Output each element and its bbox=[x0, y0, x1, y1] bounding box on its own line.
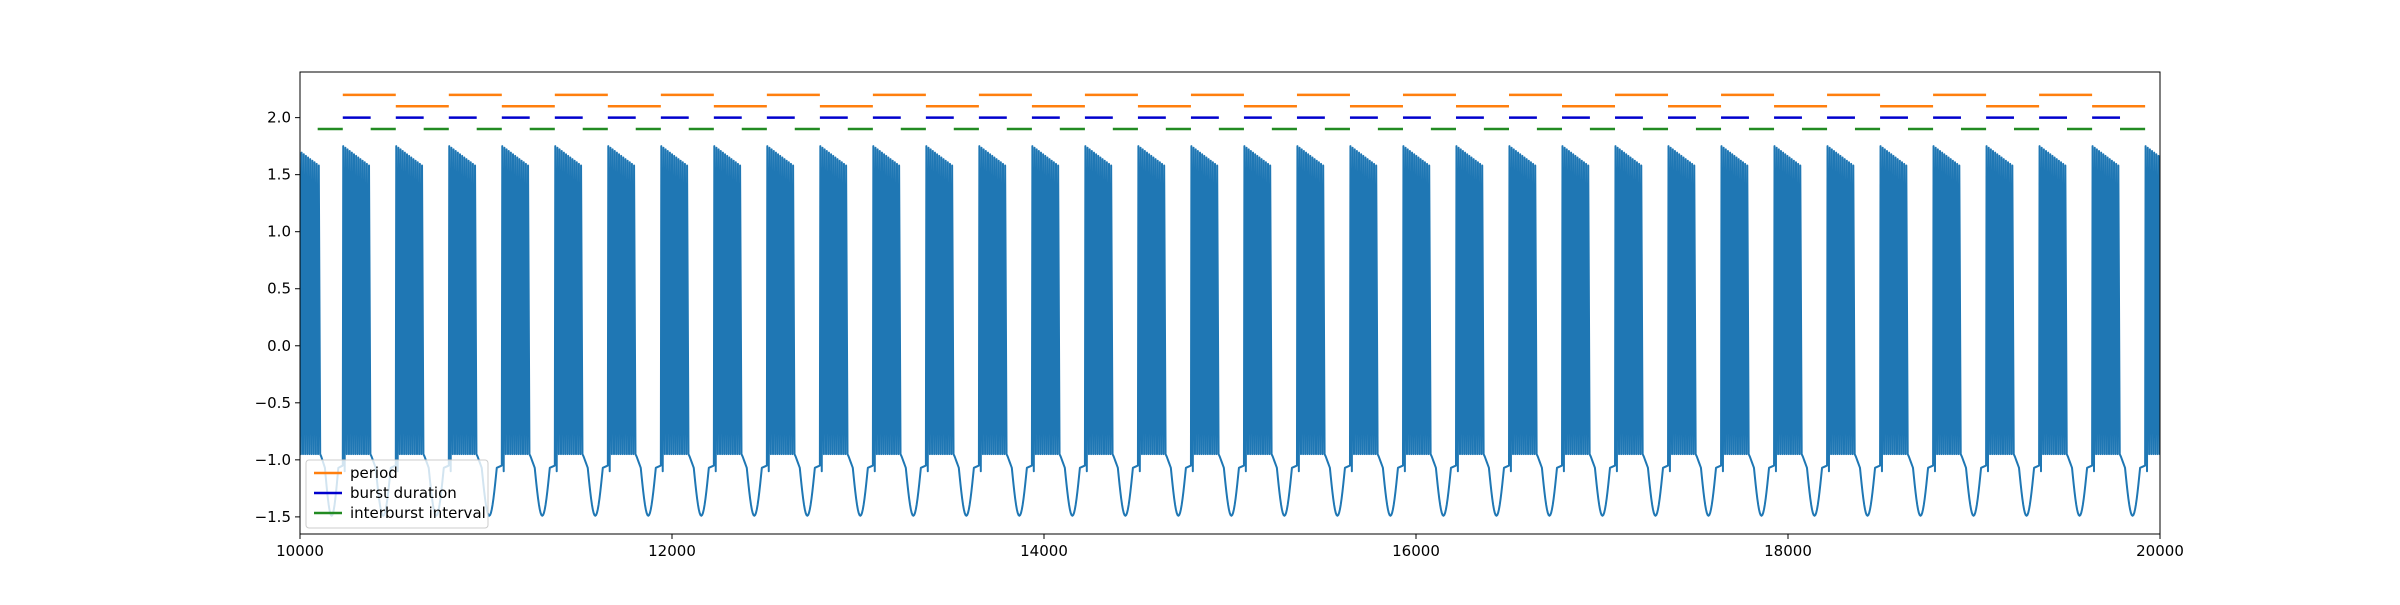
legend-label: burst duration bbox=[350, 484, 457, 502]
y-tick-label: 1.5 bbox=[267, 166, 291, 184]
voltage-trace-layer bbox=[300, 145, 2160, 517]
x-tick-label: 14000 bbox=[1020, 542, 1068, 560]
plot-frame bbox=[299, 71, 2161, 535]
legend-label: interburst interval bbox=[350, 504, 486, 522]
legend: period burst duration interburst interval bbox=[305, 459, 489, 529]
y-tick-label: 2.0 bbox=[267, 109, 291, 127]
y-tick-label: −0.5 bbox=[255, 394, 291, 412]
measurement-lines-layer bbox=[317, 93, 2146, 131]
y-tick-label: 1.0 bbox=[267, 223, 291, 241]
legend-label: period bbox=[350, 464, 398, 482]
y-tick-label: −1.5 bbox=[255, 508, 291, 526]
x-tick-label: 20000 bbox=[2136, 542, 2184, 560]
x-tick-label: 12000 bbox=[648, 542, 696, 560]
x-tick-label: 16000 bbox=[1392, 542, 1440, 560]
axes-layer: 10000 12000 14000 16000 18000 20000 −1.5 −1.0 −0… bbox=[255, 109, 2184, 560]
legend-box bbox=[305, 459, 489, 529]
y-tick-label: −1.0 bbox=[255, 451, 291, 469]
y-tick-label: 0.0 bbox=[267, 337, 291, 355]
voltage-trace-line bbox=[300, 145, 2160, 517]
x-tick-label: 18000 bbox=[1764, 542, 1812, 560]
x-tick-label: 10000 bbox=[276, 542, 324, 560]
y-tick-label: 0.5 bbox=[267, 280, 291, 298]
